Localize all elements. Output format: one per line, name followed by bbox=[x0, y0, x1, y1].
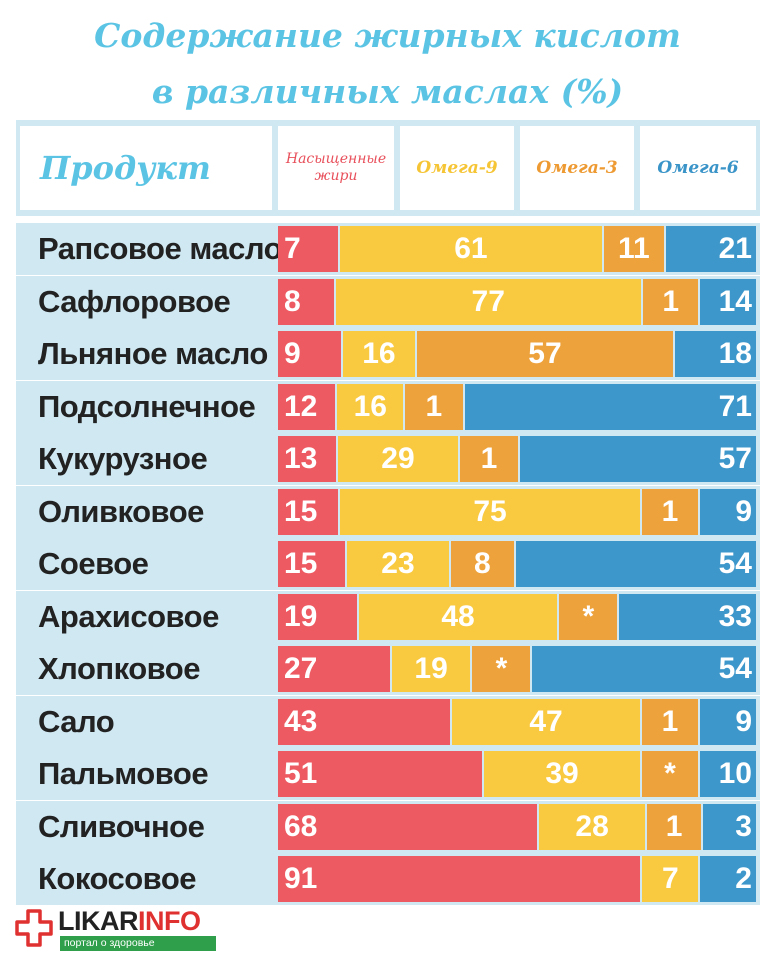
bar-segment-omega9: 16 bbox=[337, 383, 404, 430]
bar-segment-saturated: 7 bbox=[278, 226, 339, 272]
bar-segment-omega6: 14 bbox=[700, 278, 756, 325]
bar-segment-omega9: 7 bbox=[642, 856, 699, 902]
bar-segment-omega6: 57 bbox=[520, 436, 756, 482]
bar-segment-saturated: 43 bbox=[278, 698, 450, 745]
row-label: Рапсовое масло bbox=[20, 226, 283, 272]
bar-segment-omega9: 47 bbox=[452, 698, 640, 745]
bar-segment-omega9: 28 bbox=[538, 803, 646, 850]
bar-segment-omega6: 10 bbox=[700, 751, 756, 797]
row-label: Пальмовое bbox=[20, 751, 272, 797]
bar-segment-omega3: 1 bbox=[642, 488, 698, 535]
bar-segment-saturated: 19 bbox=[278, 593, 357, 640]
header-omega6: Омега-6 bbox=[640, 126, 756, 210]
bar-segment-saturated: 68 bbox=[278, 803, 537, 850]
row-label: Подсолнечное bbox=[20, 383, 272, 430]
bar-segment-omega6: 71 bbox=[464, 383, 756, 430]
bar-segment-omega9: 16 bbox=[342, 331, 415, 377]
bar-segment-omega3: * bbox=[642, 751, 698, 797]
bar-segment-omega3: 8 bbox=[451, 541, 514, 587]
bar-segment-omega9: 75 bbox=[340, 488, 640, 535]
bar-segment-omega3: 1 bbox=[642, 698, 698, 745]
bar-segment-saturated: 15 bbox=[278, 488, 338, 535]
likarinfo-logo: LIKARINFO портал о здоровье bbox=[14, 906, 224, 954]
header-omega3: Омега-3 bbox=[520, 126, 634, 210]
bar-segment-omega9: 48 bbox=[358, 593, 558, 640]
bar-segment-saturated: 51 bbox=[278, 751, 482, 797]
bar-segment-omega9: 39 bbox=[484, 751, 640, 797]
bar-segment-saturated: 15 bbox=[278, 541, 345, 587]
row-label: Соевое bbox=[20, 541, 272, 587]
logo-wordmark: LIKARINFO bbox=[58, 906, 201, 937]
row-label: Льняное масло bbox=[20, 331, 272, 377]
bar-segment-omega9: 61 bbox=[340, 226, 602, 272]
bar-segment-omega9: 77 bbox=[335, 278, 641, 325]
row-label: Хлопковое bbox=[20, 646, 272, 692]
row-label: Сафлоровое bbox=[20, 278, 272, 325]
row-label: Кокосовое bbox=[20, 856, 272, 902]
chart-title-line1: Содержание жирных кислот bbox=[94, 16, 681, 55]
bar-segment-omega9: 29 bbox=[337, 436, 459, 482]
bar-segment-saturated: 27 bbox=[278, 646, 390, 692]
row-label: Оливковое bbox=[20, 488, 272, 535]
bar-segment-omega6: 18 bbox=[675, 331, 756, 377]
header-saturated: Насыщенные жири bbox=[278, 126, 394, 210]
bar-segment-saturated: 8 bbox=[278, 278, 334, 325]
bar-segment-saturated: 12 bbox=[278, 383, 336, 430]
bar-segment-omega6: 3 bbox=[702, 803, 756, 850]
bar-segment-omega3: 11 bbox=[603, 226, 664, 272]
logo-name-part2: INFO bbox=[138, 906, 201, 936]
logo-tagline: портал о здоровье bbox=[60, 936, 216, 951]
row-label: Арахисовое bbox=[20, 593, 272, 640]
bar-segment-saturated: 9 bbox=[278, 331, 341, 377]
bar-segment-omega3: 1 bbox=[405, 383, 463, 430]
bar-segment-omega3: 1 bbox=[642, 278, 699, 325]
bar-segment-omega6: 54 bbox=[532, 646, 756, 692]
medical-cross-icon bbox=[15, 909, 53, 947]
bar-segment-omega9: 23 bbox=[346, 541, 450, 587]
bar-segment-omega6: 54 bbox=[515, 541, 756, 587]
chart-title-line2: в различных маслах (%) bbox=[151, 72, 624, 111]
header-omega9: Омега-9 bbox=[400, 126, 514, 210]
bar-segment-omega6: 9 bbox=[700, 698, 756, 745]
bar-segment-omega3: 1 bbox=[647, 803, 701, 850]
bar-segment-omega6: 2 bbox=[700, 856, 756, 902]
bar-segment-saturated: 13 bbox=[278, 436, 336, 482]
row-label: Кукурузное bbox=[20, 436, 272, 482]
bar-segment-omega6: 9 bbox=[700, 488, 756, 535]
bar-segment-omega3: 57 bbox=[416, 331, 674, 377]
bar-segment-omega6: 21 bbox=[665, 226, 756, 272]
row-label: Сало bbox=[20, 698, 272, 745]
header-product: Продукт bbox=[20, 126, 272, 210]
row-label: Сливочное bbox=[20, 803, 272, 850]
bar-segment-omega3: * bbox=[559, 593, 618, 640]
bar-segment-omega3: * bbox=[472, 646, 531, 692]
bar-segment-omega6: 33 bbox=[619, 593, 756, 640]
logo-name-part1: LIKAR bbox=[58, 906, 139, 936]
bar-segment-saturated: 91 bbox=[278, 856, 641, 902]
bar-segment-omega3: 1 bbox=[460, 436, 518, 482]
bar-segment-omega9: 19 bbox=[391, 646, 471, 692]
